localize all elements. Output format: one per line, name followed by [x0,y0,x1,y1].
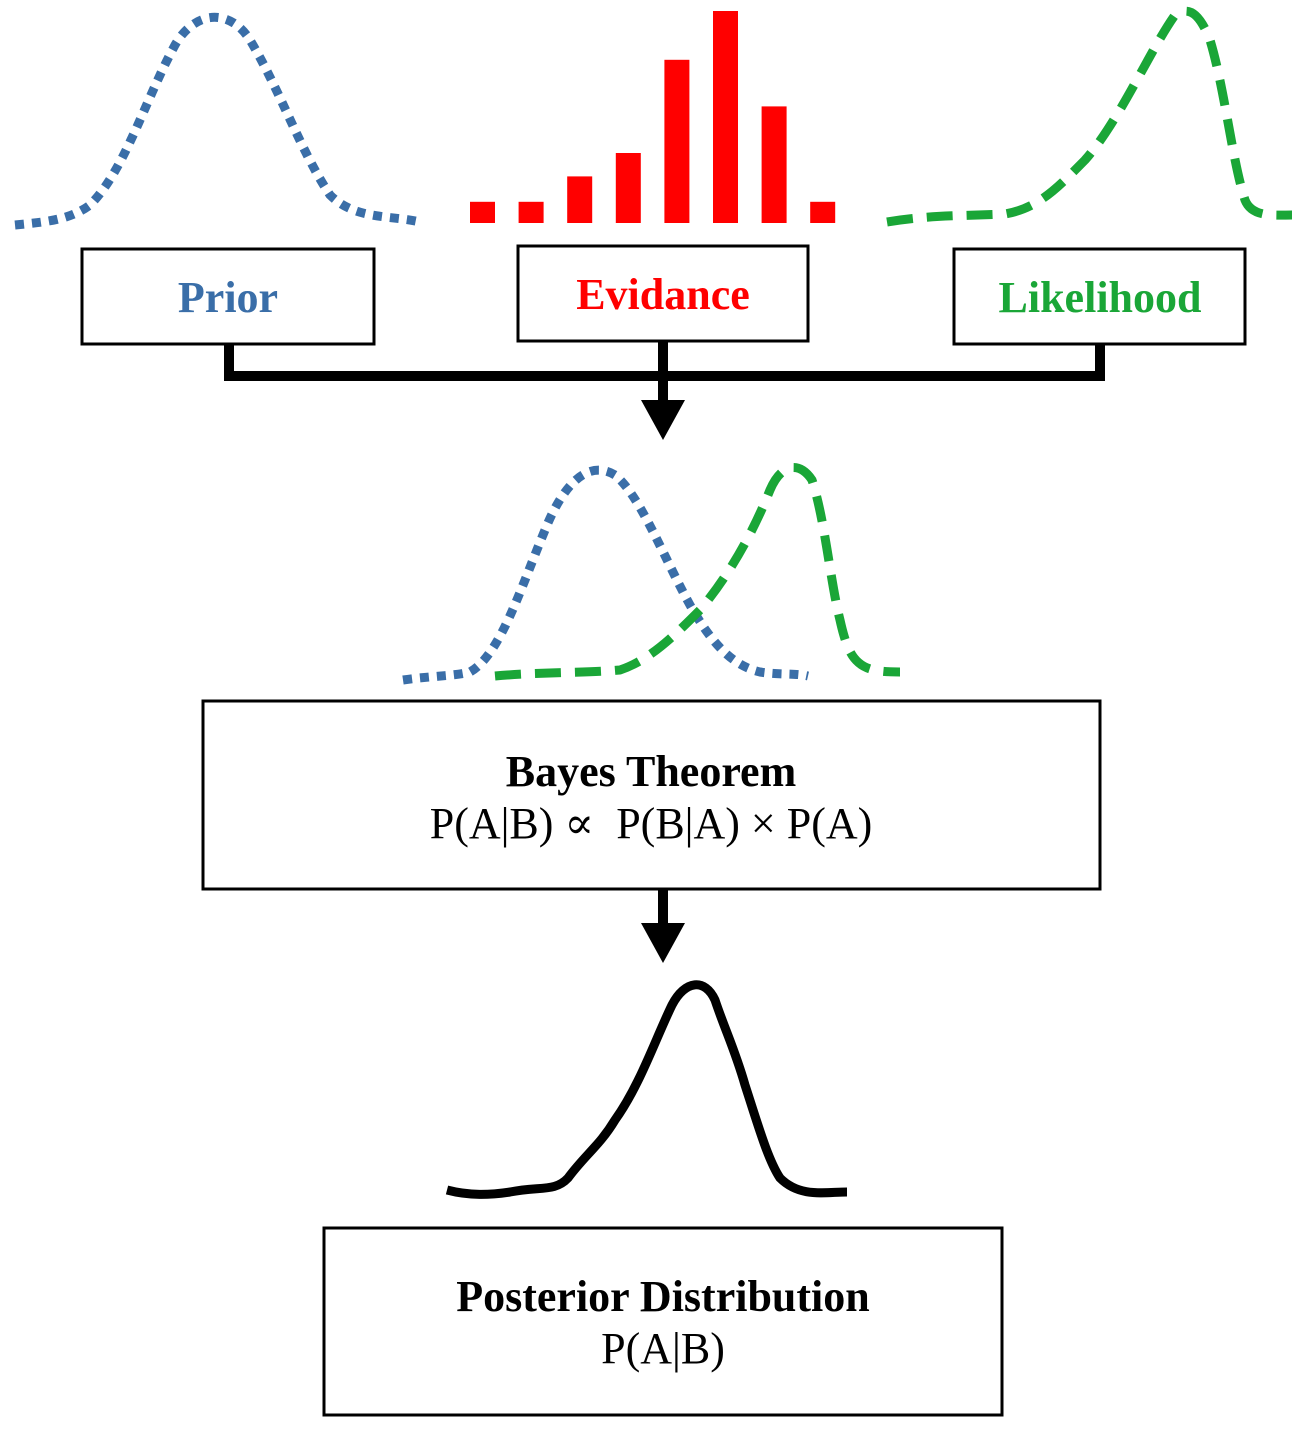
posterior-distribution-box [322,1226,1004,1417]
evidence-bar [810,201,836,223]
prior-label: Prior [178,273,278,322]
connector-lines [224,341,1105,402]
evidence-label: Evidance [576,270,750,319]
arrow-down-icon [641,400,685,440]
posterior-distribution-formula: P(A|B) [601,1324,725,1373]
evidence-bars [470,11,836,223]
prior-box [80,247,376,346]
evidence-bar [664,59,690,223]
evidence-bar [518,201,544,223]
posterior-curve [445,980,848,1199]
evidence-bar [615,153,641,223]
evidence-bar [567,176,593,223]
mid-likelihood-curve [494,463,901,681]
likelihood-box [952,247,1247,346]
evidence-bar [470,201,495,223]
arrow-down-icon [641,923,685,963]
likelihood-curve [886,6,1293,227]
posterior-distribution-title: Posterior Distribution [456,1272,870,1321]
bayes-theorem-title: Bayes Theorem [506,747,796,796]
bayes-theorem-box [201,699,1102,891]
bayes-theorem-formula: P(A|B) ∝ P(B|A) × P(A) [430,799,873,848]
evidence-box [516,244,810,343]
evidence-bar [713,11,738,223]
prior-curve [14,12,422,230]
mid-prior-curve [402,465,810,685]
likelihood-label: Likelihood [999,273,1202,322]
evidence-bar [761,106,787,223]
